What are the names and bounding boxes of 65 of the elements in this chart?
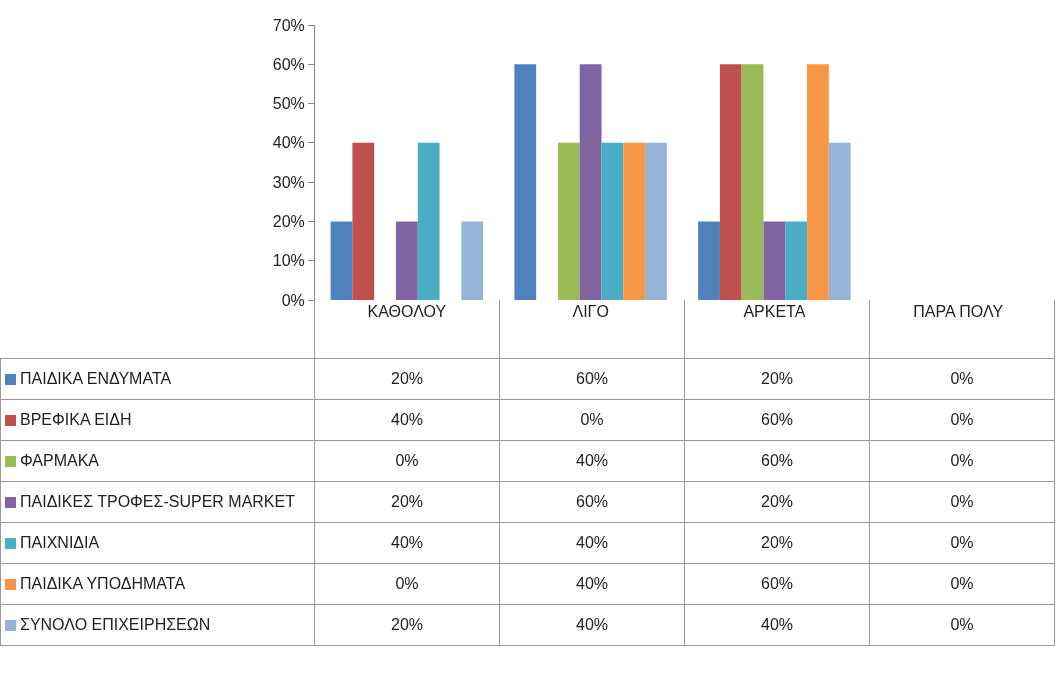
data-label: 0% <box>869 522 1055 564</box>
data-label: 40% <box>499 604 685 646</box>
bar <box>461 221 484 300</box>
data-label: 20% <box>314 358 500 400</box>
data-label: 0% <box>869 604 1055 646</box>
x-tick-label: ΠΑΡΑ ΠΟΛΥ <box>913 303 1004 320</box>
data-label: 40% <box>499 440 685 482</box>
bar <box>763 221 786 300</box>
data-label: 20% <box>684 522 870 564</box>
bar <box>579 64 602 300</box>
legend-label: ΣΥΝΟΛΟ ΕΠΙΧΕΙΡΗΣΕΩΝ <box>0 604 315 646</box>
data-label: 0% <box>869 440 1055 482</box>
bar <box>557 142 580 300</box>
y-tick-label: 0% <box>281 291 305 309</box>
data-label: 40% <box>499 563 685 605</box>
bar <box>514 64 537 300</box>
bar <box>417 142 440 300</box>
data-label: 40% <box>314 399 500 441</box>
data-label: 60% <box>684 399 870 441</box>
bar <box>330 221 353 300</box>
data-label: 60% <box>499 358 685 400</box>
data-label: 40% <box>499 522 685 564</box>
data-label: 20% <box>684 481 870 523</box>
data-label: 40% <box>684 604 870 646</box>
legend-label: ΠΑΙΔΙΚΑ ΕΝΔΥΜΑΤΑ <box>0 358 315 400</box>
data-label: 60% <box>684 563 870 605</box>
data-label: 0% <box>314 563 500 605</box>
bar <box>601 142 624 300</box>
bar <box>698 221 720 300</box>
legend-label: ΠΑΙΔΙΚΑ ΥΠΟΔΗΜΑΤΑ <box>0 563 315 605</box>
legend-label: ΠΑΙΔΙΚΕΣ ΤΡΟΦΕΣ-SUPER MARKET <box>0 481 315 523</box>
bar <box>741 64 764 300</box>
y-tick-label: 50% <box>272 95 305 113</box>
data-label: 60% <box>684 440 870 482</box>
x-tick-label: ΛΙΓΟ <box>572 303 609 320</box>
y-tick-label: 20% <box>272 213 305 231</box>
y-tick-label: 40% <box>272 134 305 152</box>
data-label: 20% <box>314 481 500 523</box>
y-tick-label: 60% <box>272 55 305 73</box>
data-label: 60% <box>499 481 685 523</box>
data-label: 0% <box>869 481 1055 523</box>
bar <box>352 142 375 300</box>
bar <box>785 221 808 300</box>
bar <box>623 142 646 300</box>
x-tick-label: ΚΑΘΟΛΟΥ <box>367 303 447 320</box>
bar <box>807 64 829 300</box>
data-label: 0% <box>499 399 685 441</box>
bar <box>719 64 742 300</box>
bar <box>645 142 667 300</box>
data-label: 40% <box>314 522 500 564</box>
y-tick-label: 30% <box>272 173 305 191</box>
data-label: 0% <box>869 563 1055 605</box>
legend-label: ΠΑΙΧΝΙΔΙΑ <box>0 522 315 564</box>
legend-label: ΦΑΡΜΑΚΑ <box>0 440 315 482</box>
data-label: 20% <box>684 358 870 400</box>
data-label: 0% <box>869 358 1055 400</box>
data-label: 0% <box>314 440 500 482</box>
y-tick-label: 70% <box>272 16 305 34</box>
bar <box>828 142 851 300</box>
data-label: 20% <box>314 604 500 646</box>
legend-label: ΒΡΕΦΙΚΑ ΕΙΔΗ <box>0 399 315 441</box>
y-tick-label: 10% <box>272 252 305 270</box>
x-tick-label: ΑΡΚΕΤΑ <box>743 303 806 320</box>
bar <box>395 221 418 300</box>
data-label: 0% <box>869 399 1055 441</box>
